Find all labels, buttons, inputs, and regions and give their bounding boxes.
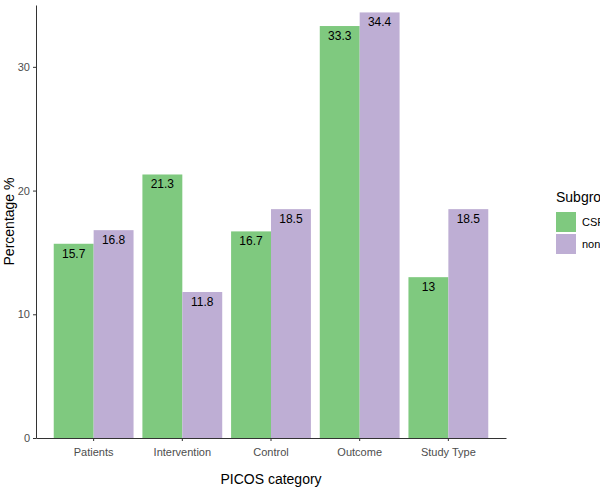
- x-tick-mark: [448, 438, 449, 441]
- x-tick-mark: [182, 438, 183, 441]
- x-tick-mark: [271, 438, 272, 441]
- bar: [54, 244, 94, 438]
- bar: [94, 230, 134, 438]
- legend-label: non-CSR: [582, 238, 600, 250]
- bar: [408, 277, 448, 438]
- x-axis-title: PICOS category: [220, 471, 321, 487]
- x-tick: Study Type: [421, 438, 476, 458]
- data-label: 13: [422, 280, 436, 294]
- bar: [182, 292, 222, 438]
- data-labels: 15.7 21.3 16.7 33.3 13 16.8 11.8 18.5 34.4 18.5: [62, 15, 480, 309]
- bar: [360, 12, 400, 438]
- data-label: 34.4: [368, 15, 392, 29]
- x-tick-label: Study Type: [421, 446, 476, 458]
- y-tick-label: 20: [18, 185, 30, 197]
- x-tick-mark: [359, 438, 360, 441]
- x-tick-label: Intervention: [154, 446, 211, 458]
- x-tick-label: Patients: [74, 446, 114, 458]
- bar: [320, 26, 360, 438]
- legend-key: [556, 234, 576, 254]
- data-label: 16.7: [239, 234, 263, 248]
- y-tick: 0: [24, 432, 36, 444]
- bars: [54, 12, 489, 438]
- y-tick-label: 0: [24, 432, 30, 444]
- x-axis: Patients Intervention Control Outcome Study …: [37, 438, 507, 458]
- legend-key: [556, 212, 576, 232]
- legend: Subgroup CSR non-CSR: [556, 189, 600, 254]
- x-tick: Patients: [74, 438, 114, 458]
- x-tick: Intervention: [154, 438, 211, 458]
- bar: [271, 209, 311, 438]
- y-tick-mark: [33, 314, 36, 315]
- data-label: 11.8: [191, 295, 214, 309]
- y-tick-mark: [33, 191, 36, 192]
- y-tick-mark: [33, 67, 36, 68]
- data-label: 16.8: [102, 233, 126, 247]
- x-tick: Outcome: [337, 438, 382, 458]
- y-tick: 30: [18, 61, 36, 73]
- chart: 15.7 21.3 16.7 33.3 13 16.8 11.8 18.5 34.4 18.5 0 1…: [0, 0, 600, 495]
- x-tick-mark: [93, 438, 94, 441]
- y-axis-title: Percentage %: [1, 178, 17, 266]
- legend-label: CSR: [582, 216, 600, 228]
- bar: [448, 209, 488, 438]
- data-label: 15.7: [62, 247, 86, 261]
- y-tick-mark: [33, 438, 36, 439]
- bar: [231, 231, 271, 438]
- data-label: 18.5: [457, 212, 481, 226]
- data-label: 21.3: [151, 177, 175, 191]
- y-tick-label: 30: [18, 61, 30, 73]
- y-axis: 0 10 20 30: [18, 6, 37, 445]
- bar: [142, 174, 182, 438]
- y-tick-label: 10: [18, 308, 30, 320]
- x-tick-label: Outcome: [337, 446, 382, 458]
- x-tick: Control: [253, 438, 288, 458]
- data-label: 33.3: [328, 29, 352, 43]
- y-tick: 10: [18, 308, 36, 320]
- y-tick: 20: [18, 185, 36, 197]
- data-label: 18.5: [279, 212, 303, 226]
- x-tick-label: Control: [253, 446, 288, 458]
- legend-title: Subgroup: [556, 189, 600, 205]
- y-axis-line: [36, 6, 37, 439]
